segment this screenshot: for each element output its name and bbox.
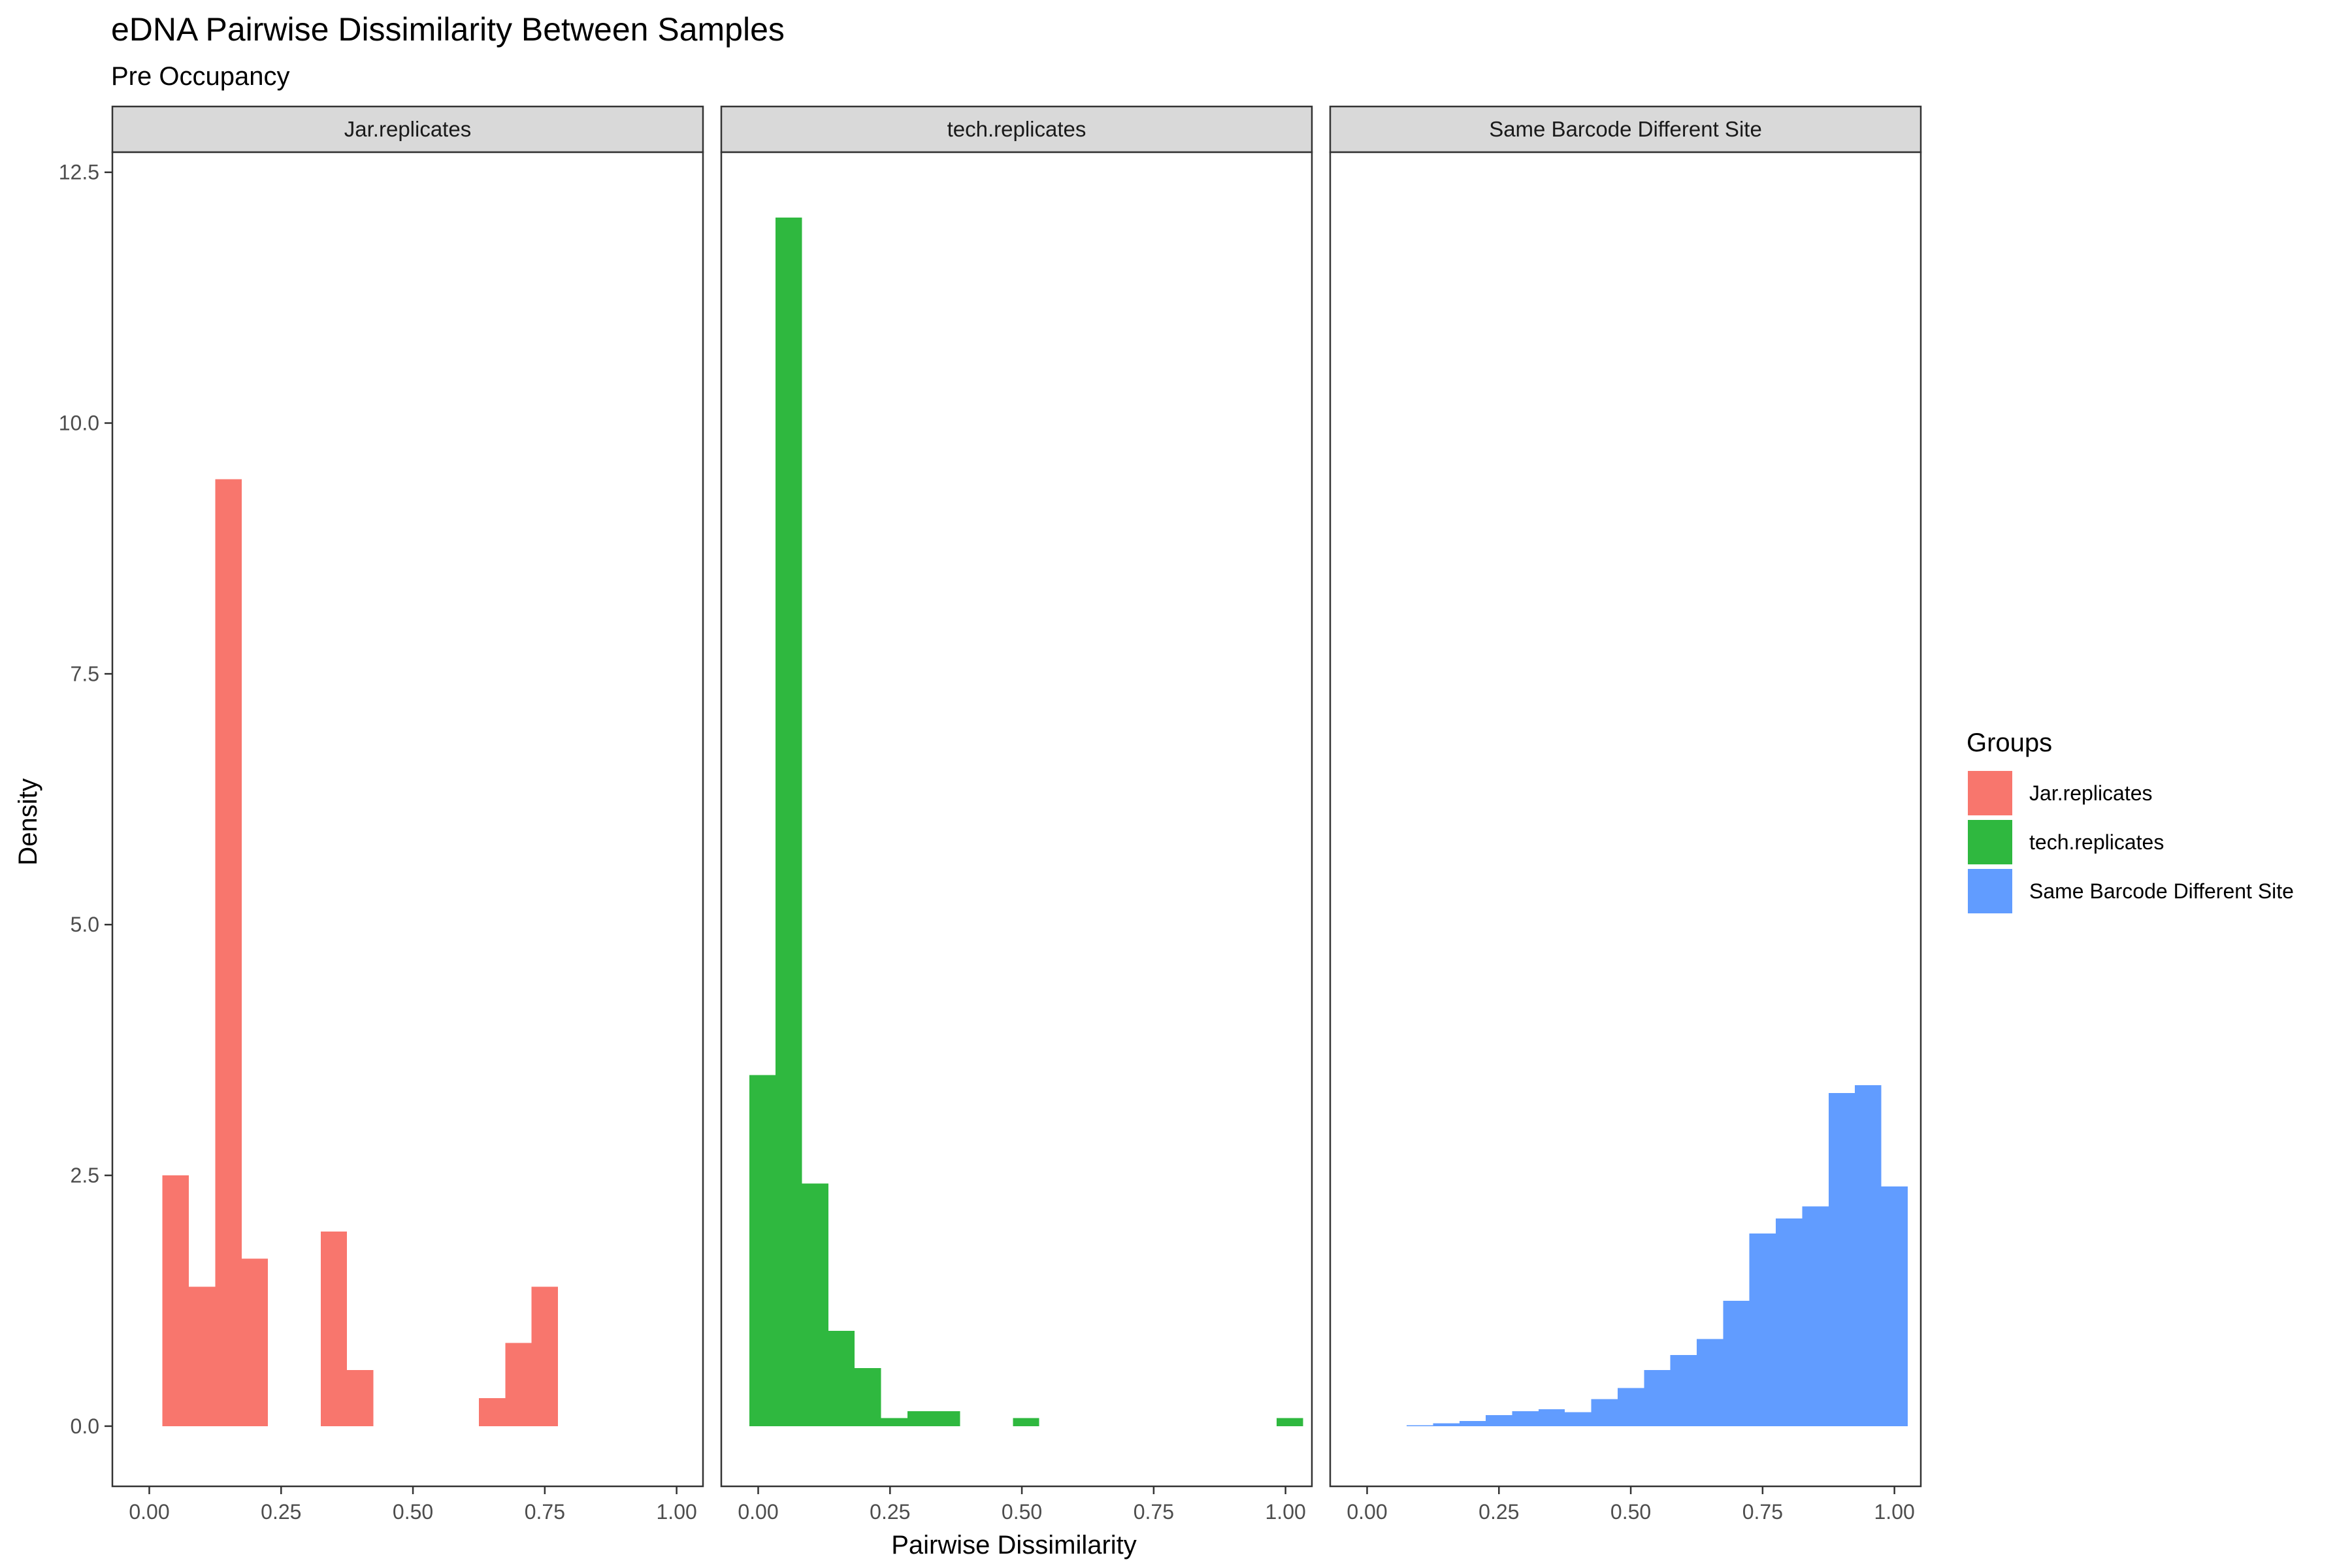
histogram-bar	[1565, 1412, 1592, 1426]
legend: Groups Jar.replicates tech.replicates Same…	[1967, 728, 2294, 913]
panel-border	[111, 151, 704, 1488]
histogram-bar	[1013, 1418, 1039, 1426]
histogram-bar	[1855, 1085, 1882, 1426]
x-tick-label: 0.50	[1610, 1500, 1651, 1524]
x-tick-label: 0.50	[393, 1500, 433, 1524]
histogram-bar	[320, 1232, 348, 1426]
y-axis-title: Density	[14, 778, 42, 865]
x-tick-label: 1.00	[1266, 1500, 1306, 1524]
legend-swatch	[1968, 771, 2012, 815]
histogram-bar	[162, 1175, 189, 1426]
histogram-bar	[1776, 1218, 1803, 1426]
panel-border	[720, 151, 1313, 1488]
legend-item-tech-replicates: tech.replicates	[1968, 820, 2164, 864]
facet-strip	[1329, 105, 1922, 154]
histogram-bar	[1723, 1300, 1750, 1426]
facet-strip-label: Jar.replicates	[344, 117, 471, 141]
histogram-bars	[1407, 1085, 1908, 1426]
histogram-bar	[505, 1343, 532, 1426]
histogram-bar	[478, 1397, 506, 1426]
histogram-bars	[162, 479, 559, 1426]
x-tick-label: 1.00	[1874, 1500, 1915, 1524]
x-tick-label: 0.50	[1002, 1500, 1042, 1524]
histogram-bar	[1749, 1233, 1776, 1426]
facet-strip	[111, 105, 704, 154]
legend-title: Groups	[1967, 728, 2052, 757]
histogram-bar	[1670, 1354, 1697, 1426]
chart-subtitle: Pre Occupancy	[111, 62, 289, 91]
facet-strip-label: tech.replicates	[947, 117, 1086, 141]
histogram-bar	[1538, 1409, 1565, 1426]
histogram-bar	[1276, 1418, 1303, 1426]
histogram-bar	[934, 1411, 960, 1426]
x-tick-label: 0.75	[1742, 1500, 1783, 1524]
y-tick-label: 7.5	[71, 662, 99, 685]
histogram-bar	[215, 479, 242, 1426]
histogram-bar	[749, 1075, 776, 1426]
histogram-bar	[1486, 1414, 1512, 1426]
histogram-bar	[1407, 1425, 1433, 1426]
facet-panels: Jar.replicates 0.00 0.25 0.50 0.75 1.00 0.0 2.5…	[59, 105, 1922, 1524]
histogram-bar	[241, 1258, 269, 1426]
facet-panel-jar-replicates: Jar.replicates 0.00 0.25 0.50 0.75 1.00 0.0 2.5…	[59, 105, 704, 1524]
x-tick-label: 0.00	[1347, 1500, 1387, 1524]
y-tick-label: 10.0	[59, 412, 99, 435]
histogram-bar	[855, 1367, 881, 1426]
panel-background	[112, 152, 703, 1486]
histogram-bar	[828, 1331, 855, 1426]
legend-label: Same Barcode Different Site	[2029, 879, 2294, 903]
x-axis-title: Pairwise Dissimilarity	[891, 1531, 1137, 1560]
histogram-bar	[1828, 1093, 1855, 1426]
x-tick-label: 0.25	[870, 1500, 910, 1524]
legend-items: Jar.replicates tech.replicates Same Barcod…	[1968, 771, 2294, 913]
facet-panel-tech-replicates: tech.replicates 0.00 0.25 0.50 0.75 1.00	[720, 105, 1313, 1524]
histogram-bar	[347, 1369, 374, 1426]
legend-label: Jar.replicates	[2029, 781, 2153, 805]
legend-item-jar-replicates: Jar.replicates	[1968, 771, 2153, 815]
histogram-bar	[1459, 1421, 1486, 1426]
facet-strip-label: Same Barcode Different Site	[1489, 117, 1762, 141]
y-tick-label: 2.5	[71, 1164, 99, 1187]
x-tick-label: 0.00	[738, 1500, 778, 1524]
y-tick-label: 0.0	[71, 1414, 99, 1438]
histogram-bar	[776, 217, 802, 1426]
histogram-bar	[1644, 1369, 1671, 1426]
facet-strip	[720, 105, 1313, 154]
histogram-bar	[1696, 1339, 1723, 1426]
chart-title: eDNA Pairwise Dissimilarity Between Samp…	[111, 11, 785, 48]
histogram-bar	[1433, 1423, 1460, 1426]
x-tick-label: 0.00	[129, 1500, 169, 1524]
histogram-bar	[802, 1183, 828, 1426]
legend-item-same-barcode-different-site: Same Barcode Different Site	[1968, 869, 2294, 913]
x-tick-label: 0.25	[261, 1500, 301, 1524]
legend-swatch	[1968, 869, 2012, 913]
panel-border	[1329, 151, 1922, 1488]
x-tick-label: 0.25	[1478, 1500, 1519, 1524]
y-tick-label: 5.0	[71, 913, 99, 936]
legend-swatch	[1968, 820, 2012, 864]
facet-panel-same-barcode-different-site: Same Barcode Different Site 0.00 0.25 0.50 0…	[1329, 105, 1922, 1524]
x-tick-label: 0.75	[1134, 1500, 1174, 1524]
histogram-bar	[1512, 1411, 1539, 1426]
histogram-bar	[189, 1286, 216, 1426]
histogram-bar	[1591, 1399, 1618, 1426]
y-tick-label: 12.5	[59, 161, 99, 184]
histogram-bars	[749, 217, 1303, 1426]
histogram-bar	[907, 1411, 934, 1426]
histogram-bar	[1881, 1186, 1908, 1426]
histogram-bar	[1617, 1388, 1644, 1426]
x-tick-label: 1.00	[657, 1500, 697, 1524]
x-tick-label: 0.75	[525, 1500, 565, 1524]
legend-label: tech.replicates	[2029, 830, 2164, 854]
histogram-bar	[531, 1286, 559, 1426]
histogram-bar	[881, 1418, 907, 1426]
histogram-bar	[1802, 1206, 1829, 1426]
